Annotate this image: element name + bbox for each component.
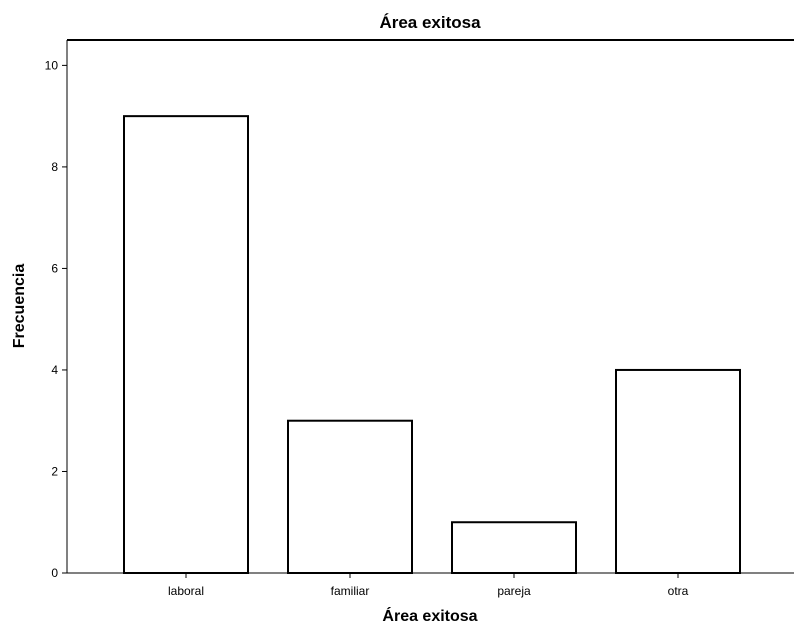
x-axis-label: Área exitosa: [382, 606, 477, 625]
chart-title: Área exitosa: [379, 13, 481, 32]
y-tick-label-6: 6: [51, 261, 58, 275]
y-tick-label-2: 2: [51, 464, 58, 478]
y-axis-label: Frecuencia: [11, 264, 28, 349]
x-tick-label-familiar: familiar: [331, 584, 370, 598]
bar-otra: [615, 368, 741, 575]
y-tick-label-8: 8: [51, 160, 58, 174]
x-tick-label-pareja: pareja: [497, 584, 531, 598]
bars: [123, 115, 741, 575]
x-tick-label-laboral: laboral: [168, 584, 204, 598]
bar-familiar: [287, 419, 413, 575]
y-tick-label-10: 10: [45, 58, 59, 72]
y-tick-label-4: 4: [51, 363, 58, 377]
y-tick-label-0: 0: [51, 566, 58, 580]
bar-laboral: [123, 115, 249, 575]
y-ticks: 0 2 4 6 8 10: [45, 58, 67, 580]
bar-pareja: [451, 521, 577, 575]
x-tick-label-otra: otra: [668, 584, 689, 598]
x-ticks: laboral familiar pareja otra: [168, 573, 689, 598]
